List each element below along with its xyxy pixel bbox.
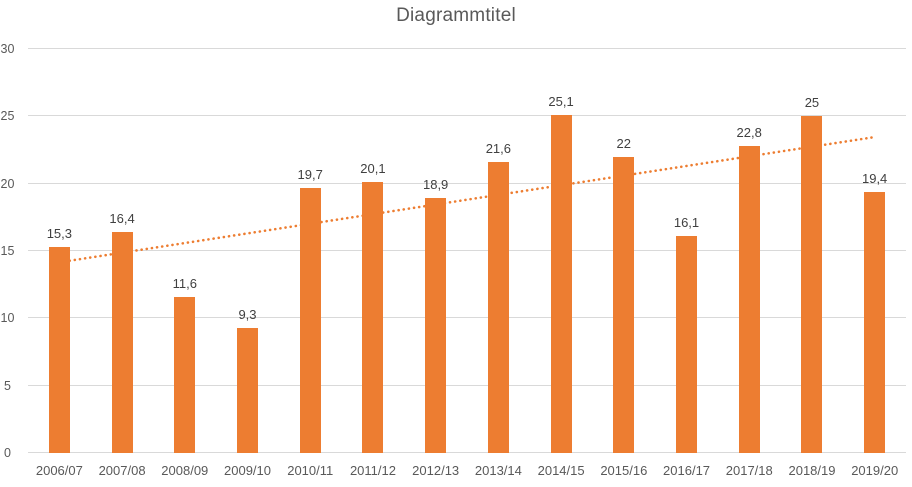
x-tick-label-2015-16: 2015/16 (600, 463, 648, 478)
data-label-2014-15: 25,1 (548, 93, 574, 109)
data-label-2007-08: 16,4 (109, 211, 135, 227)
bar-2006-07[interactable] (48, 246, 70, 453)
data-label-2015-16: 22 (616, 135, 632, 151)
data-label-2008-09: 11,6 (172, 275, 197, 291)
x-tick-label-2010-11: 2010/11 (287, 463, 334, 478)
x-tick-label-2014-15: 2014/15 (537, 463, 585, 478)
data-label-2011-12: 20,1 (360, 161, 386, 177)
y-tick-label-0: 0 (4, 446, 11, 460)
data-label-2009-10: 9,3 (238, 306, 257, 322)
bar-2008-09[interactable] (174, 296, 196, 453)
x-tick-label-2006-07: 2006/07 (35, 463, 83, 478)
bar-2014-15[interactable] (550, 114, 572, 453)
data-label-2016-17: 16,1 (673, 215, 700, 231)
y-tick-label-30: 30 (0, 42, 15, 56)
bar-2009-10[interactable] (237, 327, 258, 453)
gridline-0 (28, 452, 906, 453)
data-label-2012-13: 18,9 (422, 177, 449, 193)
bar-2007-08[interactable] (111, 232, 133, 453)
x-tick-label-2016-17: 2016/17 (663, 463, 711, 478)
gridline-15 (28, 250, 906, 251)
data-label-2010-11: 19,7 (297, 166, 323, 182)
gridline-25 (28, 115, 906, 116)
x-tick-label-2019-20: 2019/20 (851, 463, 899, 478)
x-tick-label-2011-12: 2011/12 (349, 463, 396, 478)
bar-2010-11[interactable] (299, 187, 321, 453)
x-tick-label-2007-08: 2007/08 (98, 463, 146, 478)
x-tick-label-2013-14: 2013/14 (474, 463, 522, 478)
y-tick-label-20: 20 (0, 176, 15, 191)
gridline-30 (28, 48, 906, 49)
gridline-10 (28, 317, 906, 318)
bar-2013-14[interactable] (487, 162, 509, 453)
y-tick-label-5: 5 (4, 378, 11, 393)
trendline-layer (58, 135, 876, 264)
x-tick-label-2012-13: 2012/13 (412, 463, 460, 478)
bar-2015-16[interactable] (613, 156, 635, 453)
data-label-2018-19: 25 (804, 95, 820, 111)
data-label-2017-18: 22,8 (736, 124, 762, 140)
y-tick-label-25: 25 (0, 109, 15, 124)
bar-2012-13[interactable] (425, 198, 447, 453)
x-tick-label-2008-09: 2008/09 (161, 463, 209, 478)
plot-area: 15,3 16,4 11,6 9,3 19,7 20,1 18,9 21,6 25,1 22 16,… (28, 48, 906, 453)
bar-2018-19[interactable] (801, 116, 823, 453)
y-axis[interactable]: 0 5 10 15 20 25 30 (0, 42, 15, 460)
bar-2011-12[interactable] (362, 182, 384, 453)
x-tick-label-2009-10: 2009/10 (224, 463, 272, 478)
gridline-5 (28, 385, 906, 386)
x-tick-label-2018-19: 2018/19 (788, 463, 836, 478)
x-tick-label-2017-18: 2017/18 (725, 463, 773, 478)
x-axis[interactable]: 2006/07 2007/08 2008/09 2009/10 2010/11 2011/… (28, 453, 906, 478)
bar-2019-20[interactable] (864, 191, 886, 453)
data-label-2019-20: 19,4 (861, 170, 888, 186)
y-tick-label-10: 10 (0, 311, 15, 326)
bar-2017-18[interactable] (738, 145, 760, 453)
y-tick-label-15: 15 (0, 244, 15, 258)
chart-title[interactable]: Diagrammtitel (396, 5, 516, 26)
data-label-2013-14: 21,6 (485, 141, 511, 157)
data-label-2006-07: 15,3 (46, 225, 73, 241)
bar-2016-17[interactable] (676, 236, 697, 453)
gridline-20 (28, 183, 906, 184)
